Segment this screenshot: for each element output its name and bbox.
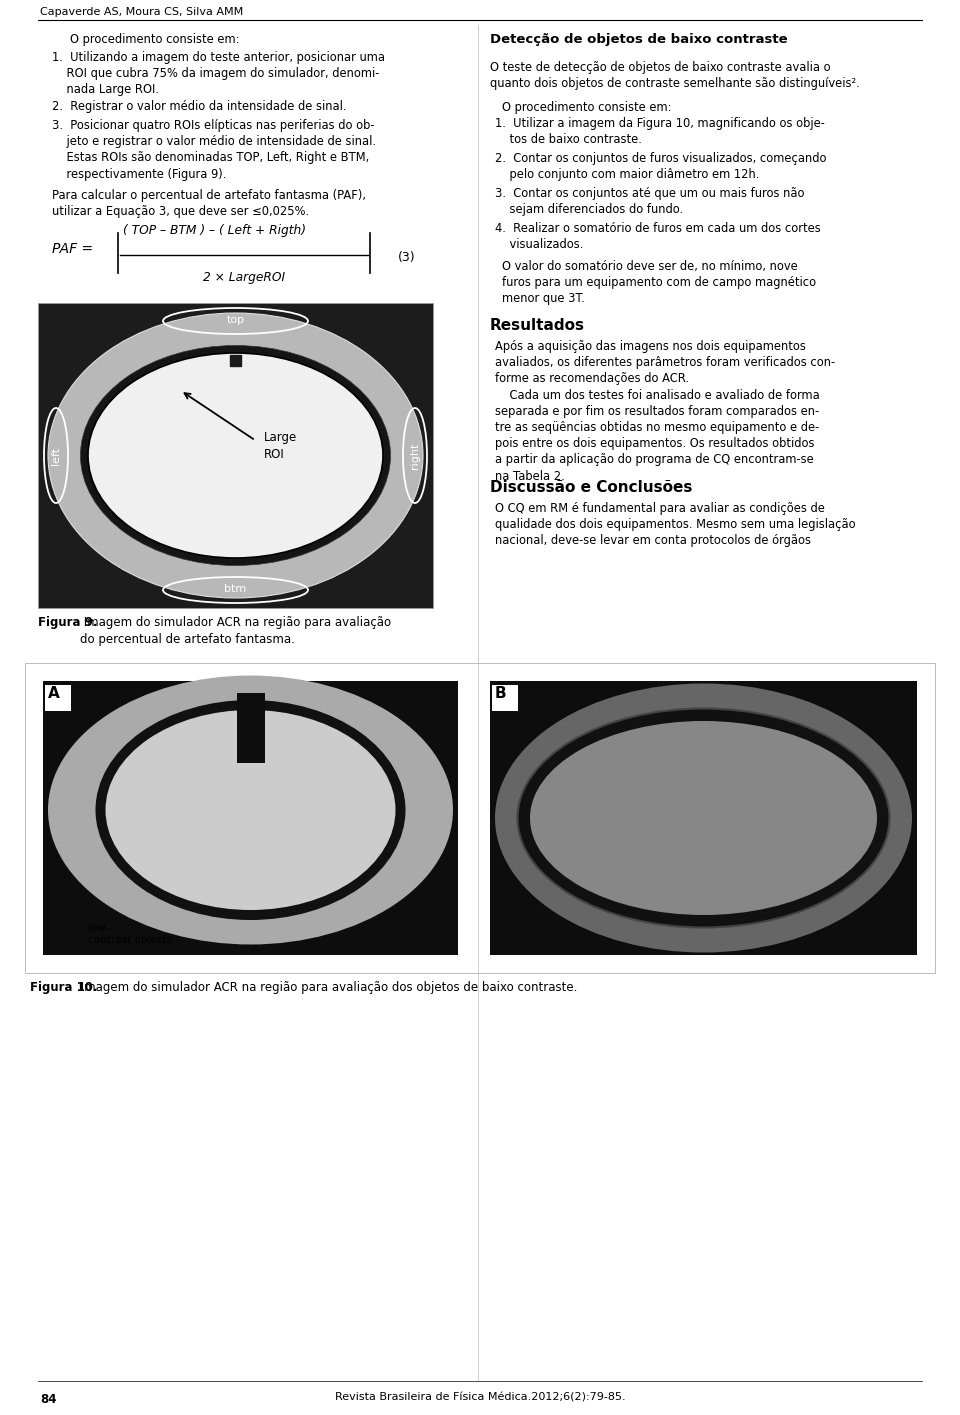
Text: B: B bbox=[495, 686, 507, 700]
Ellipse shape bbox=[517, 709, 890, 927]
Bar bbox=[230, 355, 241, 366]
Ellipse shape bbox=[95, 700, 405, 920]
Text: 2 × LargeROI: 2 × LargeROI bbox=[203, 272, 285, 284]
Bar bbox=[492, 685, 518, 710]
Text: ROI: ROI bbox=[263, 449, 284, 461]
Ellipse shape bbox=[48, 675, 453, 944]
Text: PAF =: PAF = bbox=[52, 242, 98, 256]
Bar bbox=[25, 664, 935, 974]
Text: top: top bbox=[227, 316, 245, 325]
Bar bbox=[38, 303, 433, 608]
Text: Figura 9.: Figura 9. bbox=[38, 616, 98, 630]
Text: Para calcular o percentual de artefato fantasma (PAF),
utilizar a Equação 3, que: Para calcular o percentual de artefato f… bbox=[52, 190, 366, 218]
Text: Discussão e Conclusões: Discussão e Conclusões bbox=[490, 480, 692, 495]
Text: Figura 10.: Figura 10. bbox=[30, 981, 98, 993]
Text: Imagem do simulador ACR na região para avaliação dos objetos de baixo contraste.: Imagem do simulador ACR na região para a… bbox=[77, 981, 577, 993]
Text: 3.  Posicionar quatro ROIs elípticas nas periferias do ob-
    jeto e registrar : 3. Posicionar quatro ROIs elípticas nas … bbox=[52, 119, 376, 181]
Text: 3.  Contar os conjuntos até que um ou mais furos não
    sejam diferenciados do : 3. Contar os conjuntos até que um ou mai… bbox=[495, 187, 804, 216]
Text: O CQ em RM é fundamental para avaliar as condições de
qualidade dos dois equipam: O CQ em RM é fundamental para avaliar as… bbox=[495, 502, 855, 548]
Text: low-
contrast objects: low- contrast objects bbox=[88, 923, 172, 945]
Text: Detecção de objetos de baixo contraste: Detecção de objetos de baixo contraste bbox=[490, 33, 787, 47]
Text: Large: Large bbox=[263, 430, 297, 443]
Ellipse shape bbox=[106, 710, 396, 910]
Text: Capaverde AS, Moura CS, Silva AMM: Capaverde AS, Moura CS, Silva AMM bbox=[40, 7, 243, 17]
Text: 84: 84 bbox=[40, 1392, 57, 1407]
Bar bbox=[490, 681, 917, 955]
Text: O teste de detecção de objetos de baixo contraste avalia o
quanto dois objetos d: O teste de detecção de objetos de baixo … bbox=[490, 61, 860, 91]
Bar bbox=[236, 693, 265, 763]
Text: btm: btm bbox=[225, 584, 247, 594]
Text: Resultados: Resultados bbox=[490, 318, 585, 333]
Ellipse shape bbox=[88, 352, 383, 558]
Text: left: left bbox=[51, 447, 61, 464]
Text: O procedimento consiste em:: O procedimento consiste em: bbox=[70, 33, 239, 47]
Text: 4.  Realizar o somatório de furos em cada um dos cortes
    visualizados.: 4. Realizar o somatório de furos em cada… bbox=[495, 222, 821, 252]
Ellipse shape bbox=[81, 345, 391, 566]
Bar bbox=[45, 685, 71, 710]
Text: 2.  Registrar o valor médio da intensidade de sinal.: 2. Registrar o valor médio da intensidad… bbox=[52, 100, 347, 113]
Bar bbox=[43, 681, 458, 955]
Text: Revista Brasileira de Física Médica.2012;6(2):79-85.: Revista Brasileira de Física Médica.2012… bbox=[335, 1392, 625, 1404]
Text: O procedimento consiste em:: O procedimento consiste em: bbox=[502, 100, 671, 115]
Text: Após a aquisição das imagens nos dois equipamentos
avaliados, os diferentes parâ: Após a aquisição das imagens nos dois eq… bbox=[495, 340, 835, 483]
Text: Imagem do simulador ACR na região para avaliação
do percentual de artefato fanta: Imagem do simulador ACR na região para a… bbox=[80, 616, 391, 645]
Text: 2.  Contar os conjuntos de furos visualizados, começando
    pelo conjunto com m: 2. Contar os conjuntos de furos visualiz… bbox=[495, 151, 827, 181]
Text: (3): (3) bbox=[398, 250, 416, 263]
Ellipse shape bbox=[495, 683, 912, 952]
Text: 1.  Utilizar a imagem da Figura 10, magnificando os obje-
    tos de baixo contr: 1. Utilizar a imagem da Figura 10, magni… bbox=[495, 117, 825, 146]
Text: O valor do somatório deve ser de, no mínimo, nove
furos para um equipamento com : O valor do somatório deve ser de, no mín… bbox=[502, 260, 816, 306]
Text: right: right bbox=[410, 443, 420, 468]
Text: ( TOP – BTM ) – ( Left + Rigth): ( TOP – BTM ) – ( Left + Rigth) bbox=[123, 224, 306, 236]
Text: 1.  Utilizando a imagem do teste anterior, posicionar uma
    ROI que cubra 75% : 1. Utilizando a imagem do teste anterior… bbox=[52, 51, 385, 96]
Text: A: A bbox=[48, 686, 60, 700]
Ellipse shape bbox=[530, 722, 877, 916]
Ellipse shape bbox=[48, 313, 423, 599]
